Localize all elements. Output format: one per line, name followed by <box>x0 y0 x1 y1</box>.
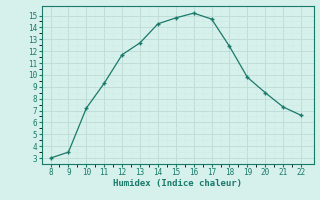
X-axis label: Humidex (Indice chaleur): Humidex (Indice chaleur) <box>113 179 242 188</box>
